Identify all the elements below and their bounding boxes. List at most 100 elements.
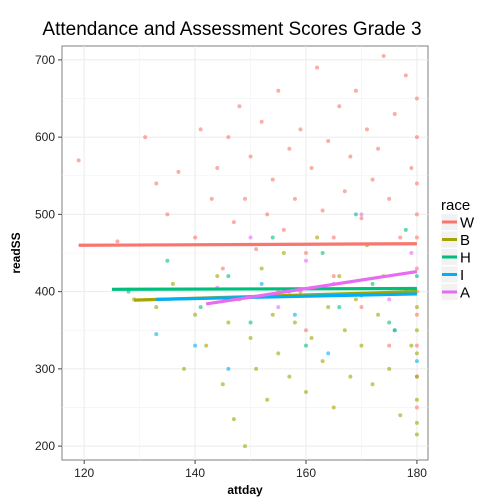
scatter-point-b [353, 297, 358, 302]
scatter-point-a [409, 251, 414, 255]
scatter-point-w [414, 181, 419, 186]
x-tick-label: 160 [296, 466, 316, 480]
scatter-point-w [414, 312, 419, 317]
scatter-point-b [414, 328, 419, 333]
scatter-point-b [170, 281, 175, 286]
scatter-point-w [254, 247, 259, 252]
scatter-point-b [414, 397, 419, 402]
scatter-point-b [220, 382, 225, 387]
scatter-point-w [76, 158, 81, 163]
scatter-point-w [414, 96, 419, 101]
fit-line-a [205, 269, 418, 306]
scatter-point-b [292, 320, 297, 325]
y-tick-label: 600 [35, 130, 55, 144]
scatter-point-b [281, 251, 286, 255]
scatter-point-w [331, 274, 336, 279]
x-axis-title: attday [227, 483, 263, 497]
y-tick-label: 300 [35, 362, 55, 376]
scatter-point-b [243, 444, 247, 449]
scatter-point-b [376, 312, 381, 317]
scatter-point-b [248, 335, 253, 340]
scatter-point-w [292, 196, 297, 201]
scatter-point-b [414, 374, 419, 379]
scatter-point-w [331, 235, 336, 240]
scatter-point-i [193, 343, 198, 348]
scatter-point-b [304, 390, 308, 395]
scatter-point-w [414, 135, 419, 140]
scatter-point-b [414, 432, 419, 437]
scatter-point-w [398, 235, 403, 240]
scatter-point-b [331, 405, 336, 410]
scatter-point-b [215, 274, 220, 279]
scatter-point-b [414, 305, 419, 310]
scatter-point-w [403, 73, 408, 78]
scatter-point-w [348, 154, 353, 159]
scatter-point-w [409, 166, 414, 171]
scatter-point-w [414, 266, 419, 271]
scatter-point-h [226, 274, 231, 279]
scatter-point-w [359, 305, 364, 310]
scatter-point-h [320, 251, 325, 255]
scatter-point-i [259, 281, 264, 286]
scatter-point-b [309, 335, 314, 340]
x-axis-ticks: 120 140 160 180 [74, 460, 427, 480]
scatter-point-b [414, 420, 419, 425]
scatter-point-h [414, 274, 419, 279]
scatter-point-w [337, 104, 342, 109]
scatter-point-h [353, 212, 358, 217]
y-tick-label: 400 [35, 285, 55, 299]
y-axis-title: readSS [9, 232, 23, 273]
scatter-point-b [315, 235, 320, 240]
scatter-point-w [353, 88, 358, 93]
scatter-point-w [304, 328, 308, 333]
scatter-point-h [403, 227, 408, 232]
scatter-point-b [320, 359, 325, 364]
y-tick-label: 700 [35, 53, 55, 67]
scatter-point-w [259, 119, 264, 124]
scatter-point-b [287, 374, 292, 379]
scatter-point-w [265, 212, 270, 217]
legend-label-b: B [460, 232, 470, 249]
scatter-point-w [143, 135, 148, 140]
scatter-point-w [226, 135, 231, 140]
scatter-point-b [182, 366, 186, 371]
scatter-point-b [259, 266, 264, 271]
scatter-point-w [414, 405, 419, 410]
scatter-point-w [115, 239, 120, 244]
scatter-point-b [265, 397, 270, 402]
scatter-point-b [326, 305, 331, 310]
fit-lines [78, 242, 418, 306]
scatter-point-b [193, 312, 198, 317]
scatter-point-w [209, 196, 214, 201]
scatter-point-w [414, 235, 419, 240]
scatter-point-i [326, 351, 331, 356]
scatter-point-w [248, 154, 253, 159]
scatter-point-a [304, 258, 308, 263]
legend-label-h: H [460, 250, 471, 267]
fit-line-h [111, 286, 417, 291]
scatter-point-h [248, 320, 253, 325]
scatter-point-w [198, 127, 203, 132]
scatter-point-w [276, 88, 281, 93]
chart-title: Attendance and Assessment Scores Grade 3 [42, 19, 421, 40]
scatter-point-i [292, 312, 297, 317]
scatter-point-b [370, 382, 375, 387]
scatter-point-h [198, 305, 203, 310]
scatter-point-b [270, 312, 275, 317]
scatter-point-w [359, 216, 364, 221]
x-tick-label: 140 [185, 466, 205, 480]
scatter-point-w [176, 169, 181, 174]
y-axis-ticks: 200 300 400 500 600 700 [35, 53, 62, 453]
scatter-point-b [231, 417, 236, 422]
scatter-point-w [320, 208, 325, 213]
legend-label-w: W [460, 215, 475, 232]
scatter-point-w [304, 251, 308, 255]
scatter-point-h [270, 235, 275, 240]
scatter-point-h [387, 320, 392, 325]
scatter-point-w [381, 54, 386, 59]
scatter-point-h [337, 305, 342, 310]
scatter-point-w [243, 196, 247, 201]
scatter-point-h [304, 343, 308, 348]
scatter-point-b [154, 305, 159, 310]
